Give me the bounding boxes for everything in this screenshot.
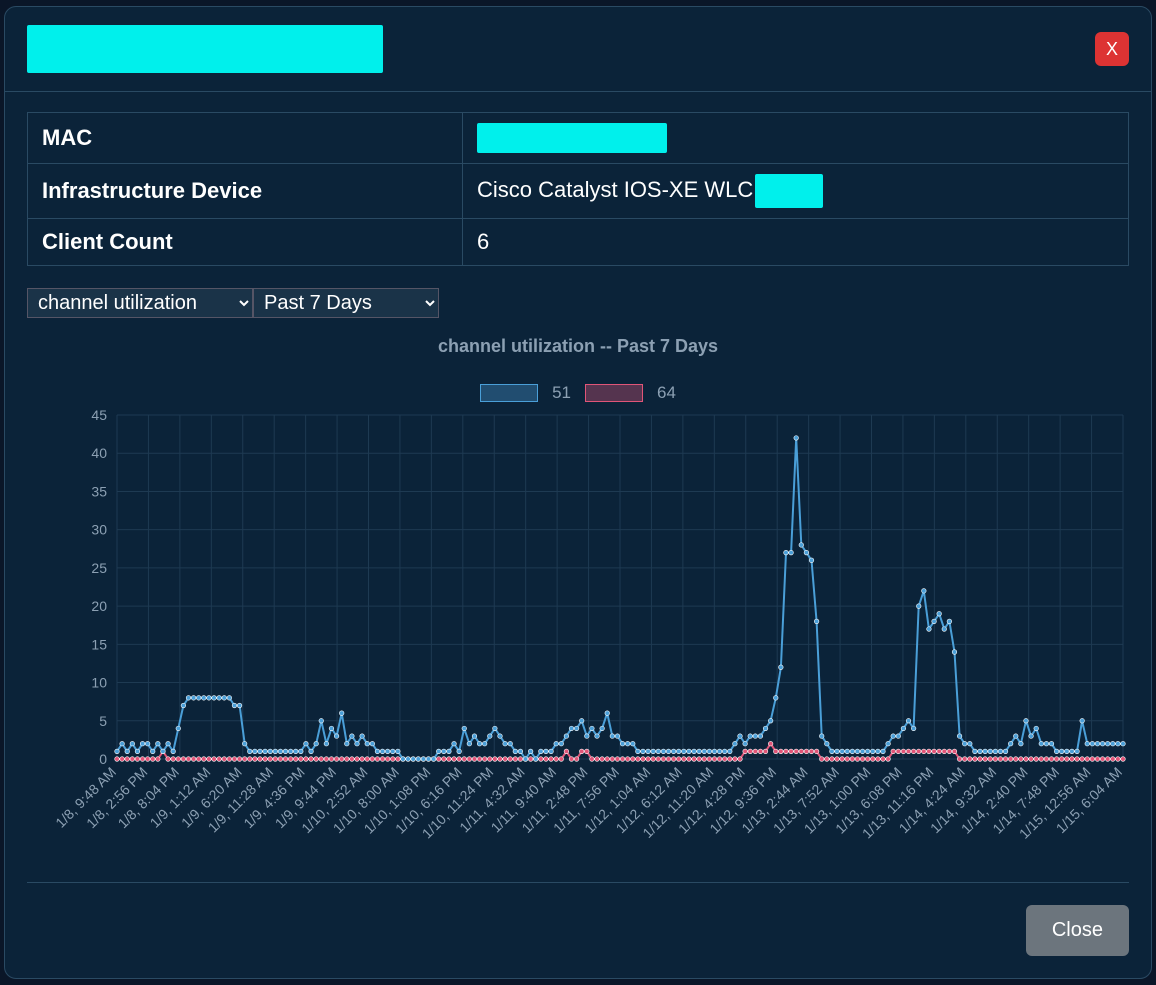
info-value: Cisco Catalyst IOS-XE WLC [463, 164, 1129, 219]
legend-label: 64 [657, 383, 676, 403]
info-label: Infrastructure Device [28, 164, 463, 219]
svg-text:35: 35 [91, 483, 107, 499]
svg-text:30: 30 [91, 522, 107, 538]
chart-title: channel utilization -- Past 7 Days [27, 336, 1129, 357]
modal-header: X [5, 7, 1151, 92]
legend-swatch [585, 384, 643, 402]
redacted-value [755, 174, 823, 208]
legend-label: 51 [552, 383, 571, 403]
modal-body: MACInfrastructure Device Cisco Catalyst I… [5, 92, 1151, 883]
legend-swatch [480, 384, 538, 402]
svg-text:25: 25 [91, 560, 107, 576]
chart-area: 0510152025303540451/8, 9:48 AM1/8, 2:56 … [27, 409, 1129, 882]
table-row: Infrastructure Device Cisco Catalyst IOS-… [28, 164, 1129, 219]
modal-title-redacted [27, 25, 383, 73]
close-button[interactable]: Close [1026, 905, 1129, 956]
info-table: MACInfrastructure Device Cisco Catalyst I… [27, 112, 1129, 266]
info-value: 6 [463, 219, 1129, 266]
chart-controls: channel utilization Past 7 Days [27, 288, 1129, 318]
svg-text:15: 15 [91, 636, 107, 652]
svg-text:20: 20 [91, 598, 107, 614]
device-modal: X MACInfrastructure Device Cisco Catalyst… [4, 6, 1152, 979]
range-select[interactable]: Past 7 Days [253, 288, 439, 318]
metric-select[interactable]: channel utilization [27, 288, 253, 318]
svg-text:45: 45 [91, 409, 107, 423]
close-x-button[interactable]: X [1095, 32, 1129, 66]
redacted-value [477, 123, 667, 153]
info-label: Client Count [28, 219, 463, 266]
table-row: Client Count6 [28, 219, 1129, 266]
table-row: MAC [28, 113, 1129, 164]
svg-text:40: 40 [91, 445, 107, 461]
modal-footer: Close [5, 883, 1151, 978]
info-label: MAC [28, 113, 463, 164]
chart-svg: 0510152025303540451/8, 9:48 AM1/8, 2:56 … [27, 409, 1129, 879]
chart-legend: 51 64 [27, 383, 1129, 403]
info-value-text: Cisco Catalyst IOS-XE WLC [477, 177, 753, 202]
svg-text:10: 10 [91, 675, 107, 691]
info-value [463, 113, 1129, 164]
svg-text:5: 5 [99, 713, 107, 729]
